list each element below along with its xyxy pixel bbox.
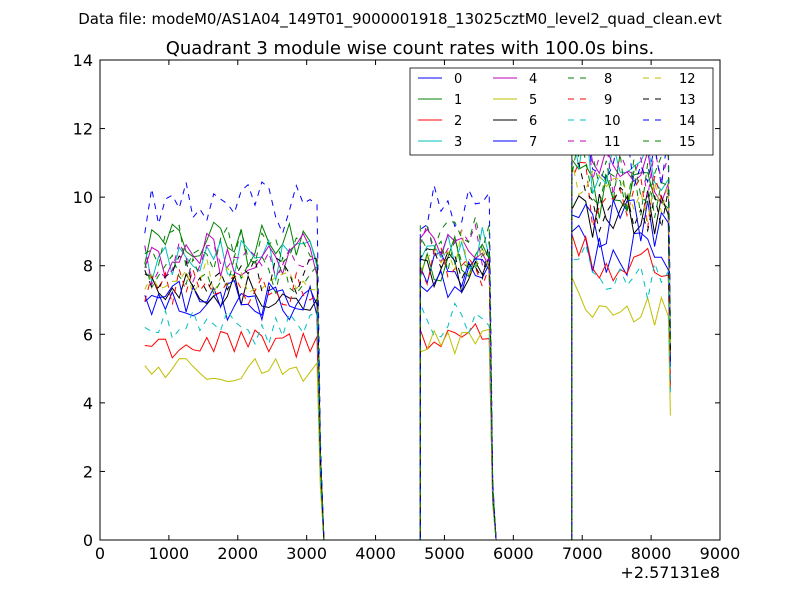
series-line-6 xyxy=(144,190,671,541)
y-tick-label-2: 2 xyxy=(83,462,93,481)
series-line-12 xyxy=(144,160,671,541)
legend-label-10: 10 xyxy=(604,114,621,129)
series-line-13 xyxy=(144,162,671,541)
plot-frame xyxy=(99,59,721,541)
legend-label-1: 1 xyxy=(454,93,462,108)
y-tick-label-0: 0 xyxy=(83,531,93,550)
legend-label-6: 6 xyxy=(529,114,537,129)
x-tick-label-6000: 6000 xyxy=(493,544,534,563)
legend-frame xyxy=(409,67,714,156)
y-tick-label-8: 8 xyxy=(83,257,93,276)
legend-label-3: 3 xyxy=(454,135,462,150)
series-line-5 xyxy=(144,277,671,541)
series-line-9 xyxy=(144,161,671,541)
x-tick-label-0: 0 xyxy=(95,544,105,563)
y-tick-label-12: 12 xyxy=(73,120,93,139)
x-tick-label-5000: 5000 xyxy=(424,544,465,563)
y-tick-label-4: 4 xyxy=(83,394,93,413)
legend-label-5: 5 xyxy=(529,93,537,108)
legend-label-7: 7 xyxy=(529,135,537,150)
y-tick-label-14: 14 xyxy=(73,51,93,70)
legend-label-14: 14 xyxy=(679,114,696,129)
chart-suptitle: Data file: modeM0/AS1A04_149T01_90000019… xyxy=(78,10,722,29)
series-line-1 xyxy=(144,157,671,541)
series-line-10 xyxy=(144,242,671,541)
legend-label-15: 15 xyxy=(679,135,696,150)
x-tick-label-9000: 9000 xyxy=(700,544,741,563)
x-tick-label-8000: 8000 xyxy=(631,544,672,563)
legend-label-0: 0 xyxy=(454,72,462,87)
ticks-layer: 0 1000 2000 3000 4000 5000 6000 7000 8000 9000 0 2 4… xyxy=(73,51,741,563)
series-line-15 xyxy=(144,124,671,541)
y-tick-label-10: 10 xyxy=(73,188,93,207)
series-line-3 xyxy=(144,121,671,541)
x-tick-label-3000: 3000 xyxy=(286,544,327,563)
series-line-0 xyxy=(144,224,671,541)
x-tick-label-1000: 1000 xyxy=(149,544,190,563)
x-tick-label-7000: 7000 xyxy=(562,544,603,563)
legend-label-8: 8 xyxy=(604,72,612,87)
series-layer xyxy=(144,103,671,541)
x-tick-label-4000: 4000 xyxy=(355,544,396,563)
legend-label-4: 4 xyxy=(529,72,537,87)
legend-label-2: 2 xyxy=(454,114,462,129)
chart-title: Quadrant 3 module wise count rates with … xyxy=(166,38,655,59)
y-tick-label-6: 6 xyxy=(83,325,93,344)
series-line-14 xyxy=(144,103,671,541)
x-offset-label: +2.57131e8 xyxy=(620,563,720,582)
legend-label-9: 9 xyxy=(604,93,612,108)
series-line-7 xyxy=(144,197,671,541)
series-line-11 xyxy=(144,111,671,541)
legend-label-11: 11 xyxy=(604,135,621,150)
x-tick-label-2000: 2000 xyxy=(217,544,258,563)
legend-label-13: 13 xyxy=(679,93,696,108)
legend-label-12: 12 xyxy=(679,72,696,87)
